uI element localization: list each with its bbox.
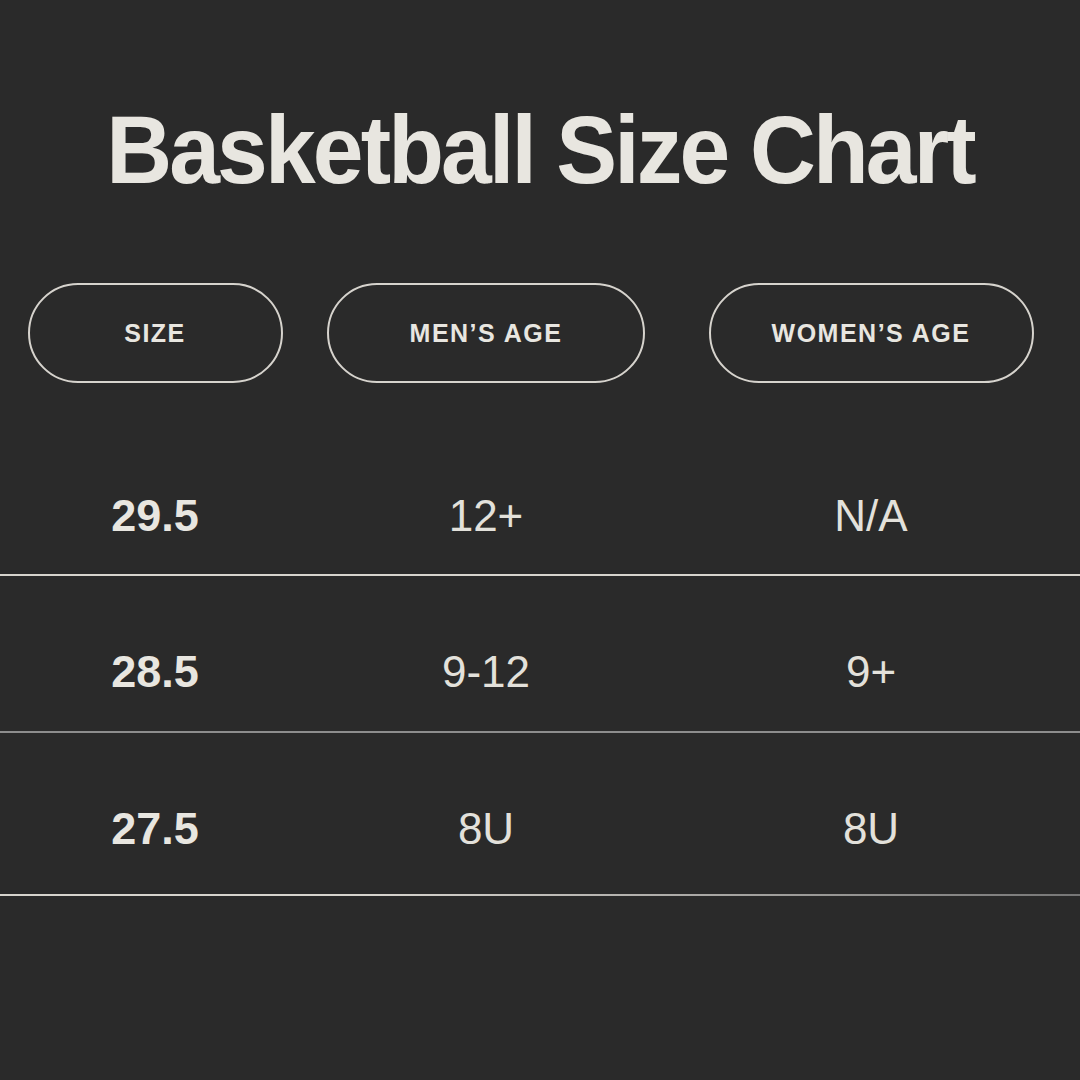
cell-womens-age: 9+: [662, 640, 1080, 704]
table-row: 27.5 8U 8U: [0, 797, 1080, 861]
column-header-label-mens-age: MEN’S AGE: [410, 319, 563, 348]
header-cell-mens-age: MEN’S AGE: [310, 281, 662, 385]
column-header-label-size: SIZE: [124, 319, 186, 348]
row-divider: [0, 894, 1080, 896]
column-header-pill-size: SIZE: [28, 283, 283, 383]
cell-mens-age: 9-12: [310, 640, 662, 704]
basketball-size-chart: Basketball Size Chart SIZE MEN’S AGE WOM…: [0, 0, 1080, 1080]
cell-womens-age: 8U: [662, 797, 1080, 861]
column-header-label-womens-age: WOMEN’S AGE: [772, 319, 971, 348]
column-header-pill-womens-age: WOMEN’S AGE: [709, 283, 1034, 383]
row-divider: [0, 731, 1080, 733]
cell-size: 29.5: [0, 484, 310, 548]
table-header-row: SIZE MEN’S AGE WOMEN’S AGE: [0, 281, 1080, 385]
cell-mens-age: 12+: [310, 484, 662, 548]
cell-size: 28.5: [0, 640, 310, 704]
cell-womens-age: N/A: [662, 484, 1080, 548]
header-cell-size: SIZE: [0, 281, 310, 385]
cell-mens-age: 8U: [310, 797, 662, 861]
header-cell-womens-age: WOMEN’S AGE: [662, 281, 1080, 385]
column-header-pill-mens-age: MEN’S AGE: [327, 283, 645, 383]
page-title: Basketball Size Chart: [27, 102, 1053, 198]
cell-size: 27.5: [0, 797, 310, 861]
row-divider: [0, 574, 1080, 576]
table-row: 28.5 9-12 9+: [0, 640, 1080, 704]
table-row: 29.5 12+ N/A: [0, 484, 1080, 548]
